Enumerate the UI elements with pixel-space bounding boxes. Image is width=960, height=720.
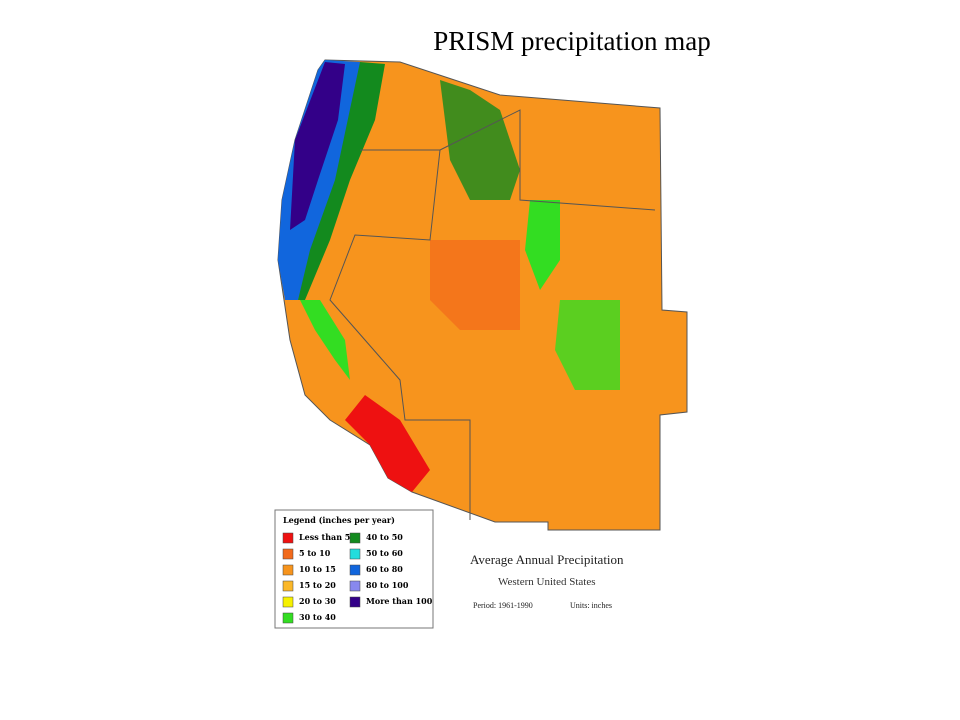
state-borders: [439, 109, 656, 211]
legend-items: Less than 5 5 to 10 10 to 15 15 to 20 20 to …: [282, 532, 433, 624]
legend-swatch: [282, 580, 294, 592]
map-subtitle: Western United States: [498, 576, 595, 588]
cascades: [298, 62, 385, 300]
colorado-rockies: [555, 300, 620, 390]
wyoming-ranges: [525, 200, 560, 290]
legend-label: 15 to 20: [299, 580, 336, 590]
legend-label: 5 to 10: [299, 548, 331, 558]
legend-swatch: [282, 548, 294, 560]
very-wet-coast: [290, 62, 345, 230]
legend-label: 30 to 40: [299, 612, 336, 622]
slide-title: PRISM precipitation map: [433, 26, 710, 56]
map-title: Average Annual Precipitation: [470, 552, 624, 567]
legend-label: More than 100: [366, 596, 433, 606]
legend-label: 40 to 50: [366, 532, 403, 542]
legend-swatch: [282, 564, 294, 576]
wet-coast: [278, 60, 360, 300]
precipitation-map: [277, 59, 688, 531]
legend-swatch: [349, 532, 361, 544]
legend-swatch: [349, 596, 361, 608]
legend-label: 50 to 60: [366, 548, 403, 558]
map-units: Units: inches: [570, 601, 612, 610]
legend-title: Legend (inches per year): [283, 515, 395, 525]
legend-swatch: [282, 612, 294, 624]
northern-rockies: [440, 80, 520, 200]
desert-southwest: [345, 395, 430, 492]
state-borders: [329, 149, 471, 520]
legend-label: Less than 5: [299, 532, 350, 542]
sierra: [300, 300, 350, 380]
legend-label: 10 to 15: [299, 564, 336, 574]
great-basin: [430, 240, 520, 330]
legend-swatch: [349, 564, 361, 576]
legend-swatch: [349, 548, 361, 560]
legend-label: 60 to 80: [366, 564, 403, 574]
legend-label: 20 to 30: [299, 596, 336, 606]
legend-label: 80 to 100: [366, 580, 409, 590]
map-period: Period: 1961-1990: [473, 601, 533, 610]
legend-swatch: [349, 580, 361, 592]
legend-swatch: [282, 532, 294, 544]
legend-swatch: [282, 596, 294, 608]
